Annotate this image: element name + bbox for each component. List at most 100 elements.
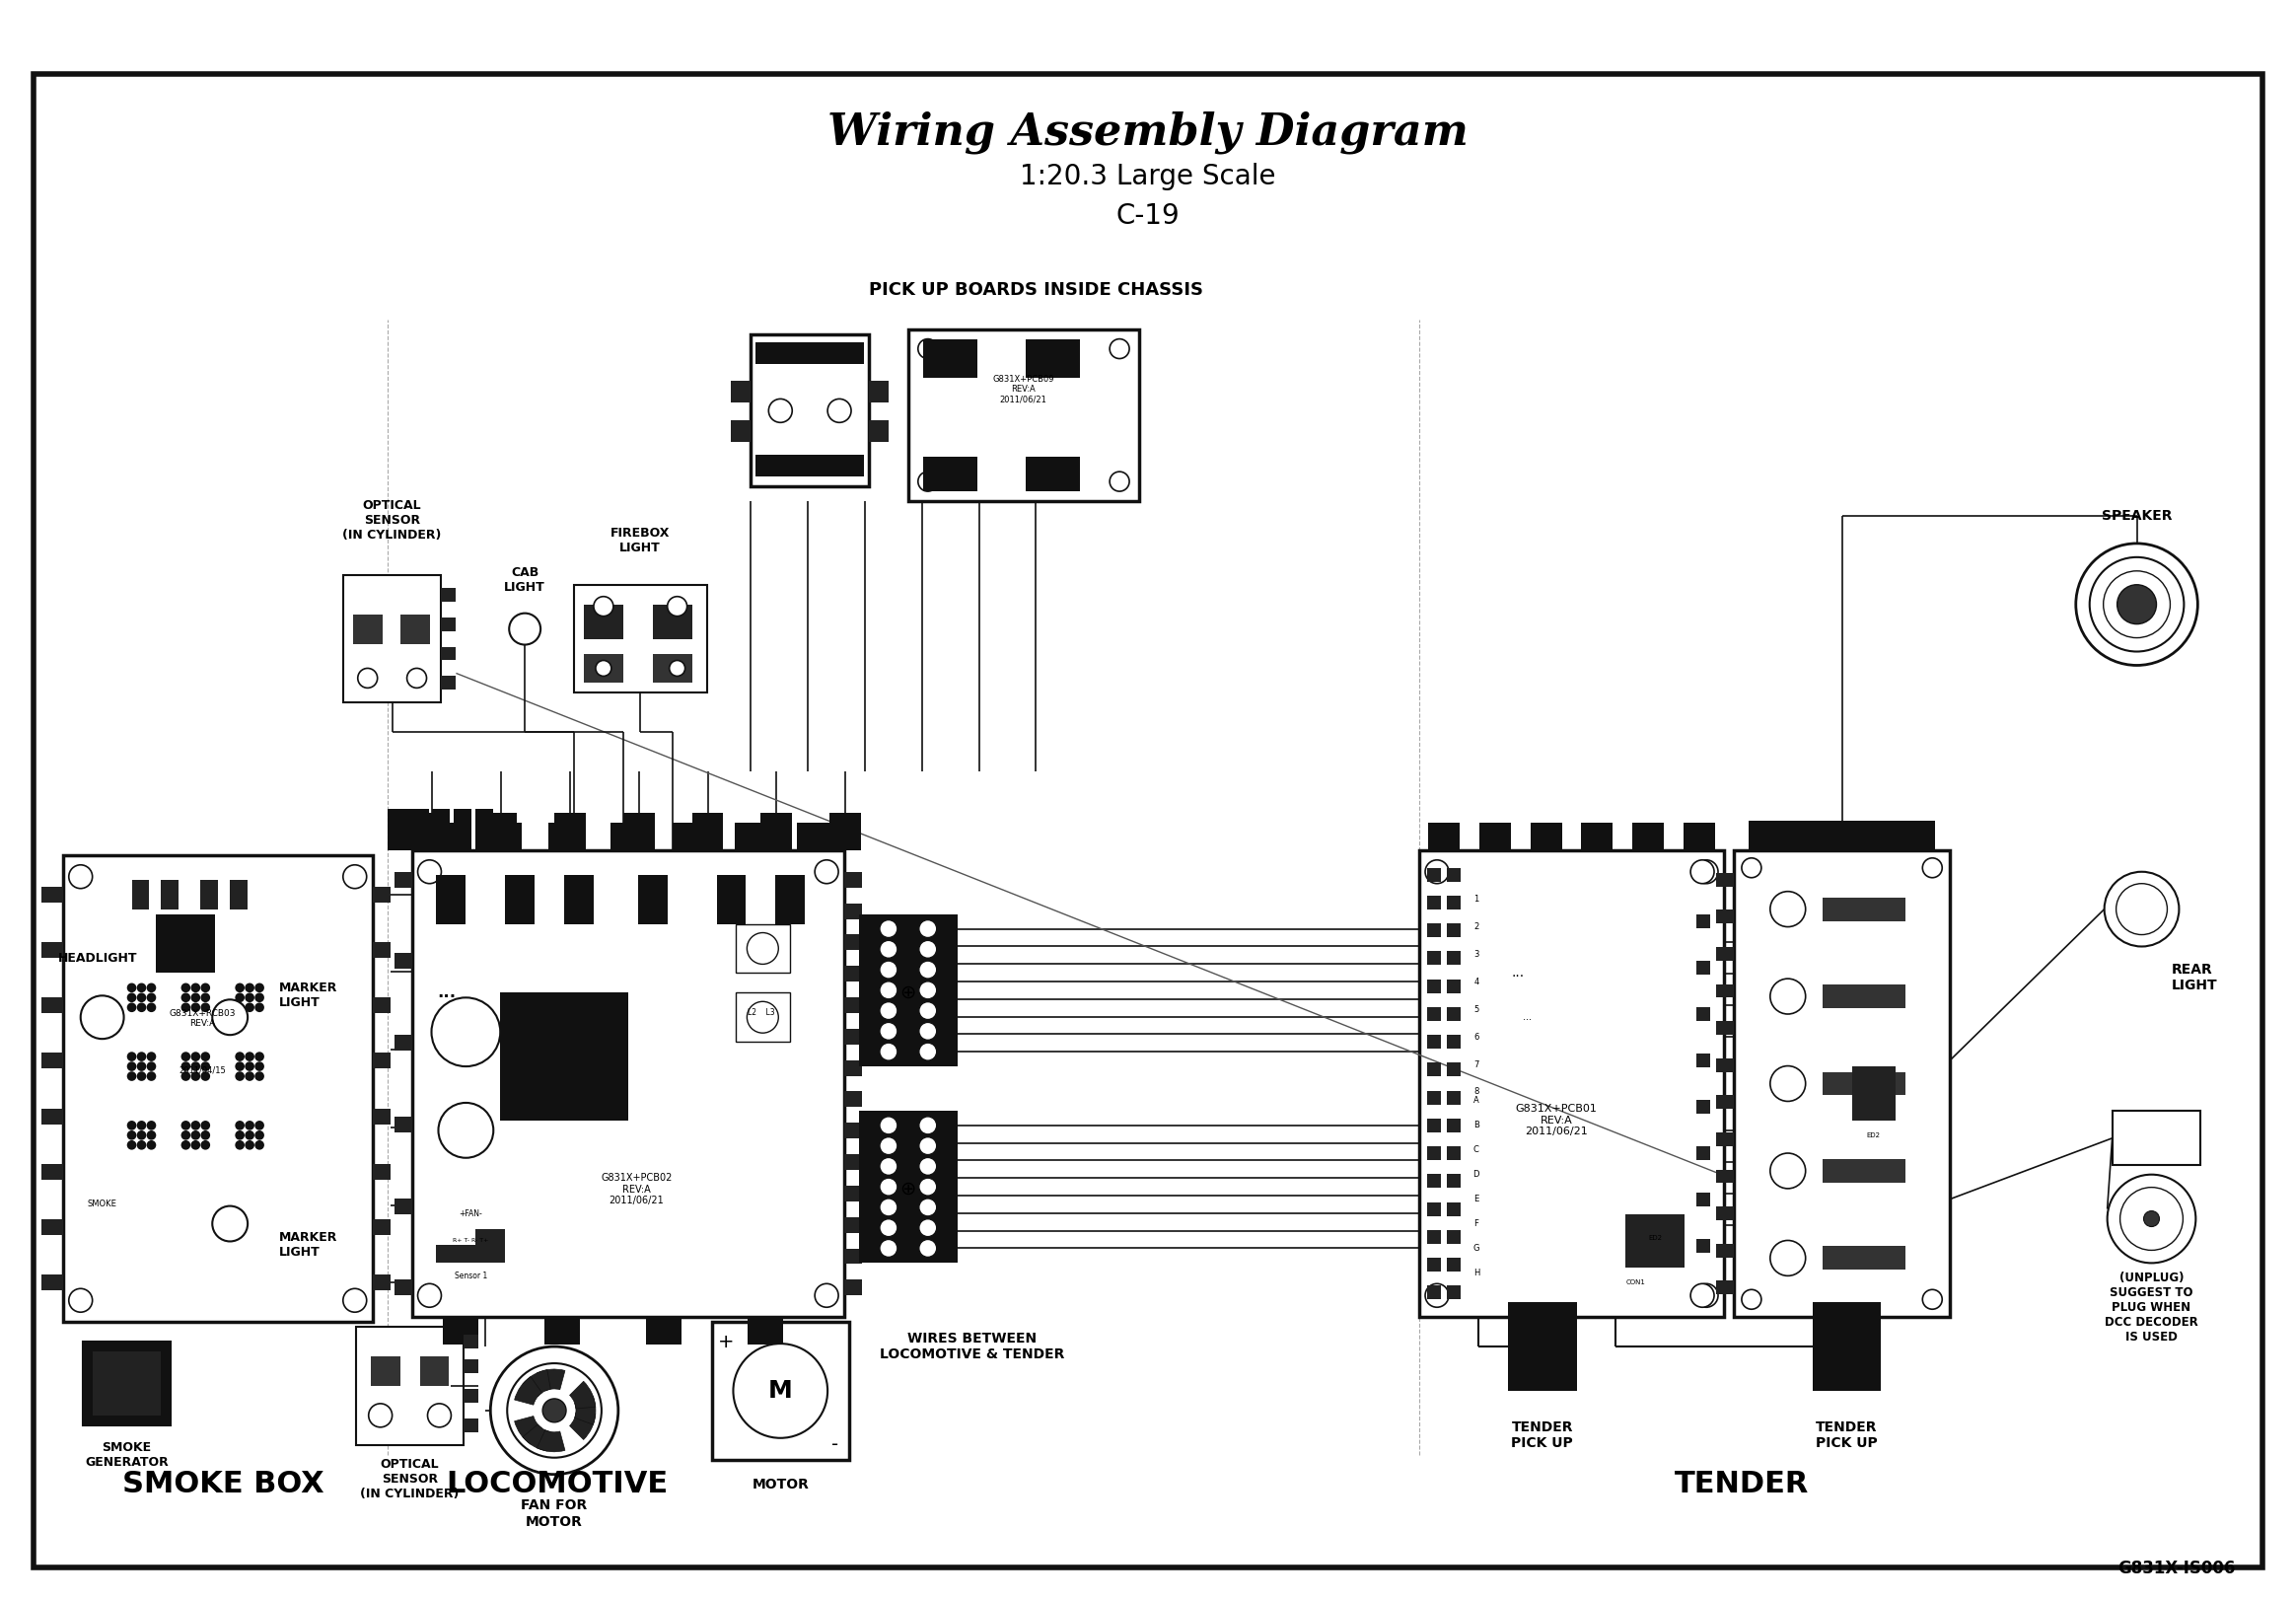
Text: 1: 1 [1474,894,1479,904]
Text: FIREBOX
LIGHT: FIREBOX LIGHT [611,526,670,554]
Bar [1428,1062,1442,1077]
Wedge shape [537,1430,565,1451]
Circle shape [1770,1154,1805,1189]
Circle shape [147,994,156,1002]
Text: L2    L3: L2 L3 [746,1008,774,1016]
Bar [83,1342,170,1426]
Bar [41,1219,62,1235]
Bar [549,822,583,850]
Circle shape [879,1117,898,1134]
Circle shape [80,995,124,1038]
Bar [395,1198,411,1214]
Circle shape [138,1003,145,1011]
Bar [712,1322,850,1459]
Circle shape [255,1131,264,1139]
Circle shape [147,1062,156,1070]
Bar [41,942,62,958]
Bar [131,880,149,909]
Circle shape [202,994,209,1002]
Circle shape [181,1003,191,1011]
Circle shape [181,1072,191,1080]
Bar [395,810,418,850]
Text: C-19: C-19 [1116,202,1180,230]
Wedge shape [514,1416,542,1445]
Text: HEADLIGHT: HEADLIGHT [57,952,138,965]
Circle shape [191,984,200,992]
Circle shape [129,1072,135,1080]
Circle shape [191,1072,200,1080]
Bar [1446,1006,1460,1021]
Circle shape [246,1131,253,1139]
Circle shape [2108,1174,2195,1262]
Bar [735,822,769,850]
Text: SPEAKER: SPEAKER [2101,509,2172,523]
Circle shape [255,1053,264,1061]
Bar [845,1248,861,1264]
Bar [1428,1174,1442,1187]
Bar [411,810,429,850]
Bar [776,875,806,923]
Bar [1823,898,1906,922]
Circle shape [1109,472,1130,491]
Bar [41,1275,62,1291]
Circle shape [138,1122,145,1130]
Bar [845,1154,861,1170]
Text: G831X+RCB03
REV:A: G831X+RCB03 REV:A [170,1010,236,1029]
Text: B: B [1474,1122,1479,1130]
Bar [1446,867,1460,882]
Circle shape [181,1062,191,1070]
Circle shape [138,1062,145,1070]
Bar [441,587,457,602]
Circle shape [1922,1290,1942,1309]
Bar [425,822,459,850]
Bar [845,1280,861,1296]
Bar [464,1334,478,1349]
Circle shape [236,994,243,1002]
Bar [1715,1021,1733,1035]
Circle shape [129,1131,135,1139]
Circle shape [129,1062,135,1070]
Circle shape [815,1283,838,1307]
Text: 8: 8 [1474,1088,1479,1096]
Circle shape [918,941,937,958]
Circle shape [918,1198,937,1216]
Circle shape [879,1240,898,1258]
Bar [92,1352,161,1416]
Bar [652,605,691,638]
Circle shape [181,1053,191,1061]
Circle shape [181,984,191,992]
Text: E: E [1474,1195,1479,1203]
Circle shape [595,597,613,616]
Text: LOCOMOTIVE: LOCOMOTIVE [445,1470,668,1499]
Bar [1419,850,1724,1317]
Bar [484,813,517,850]
Bar [583,653,622,683]
Bar [1446,1230,1460,1243]
Bar [845,1091,861,1107]
Bar [859,914,957,1067]
Bar [436,875,466,923]
Circle shape [246,1062,253,1070]
Bar [647,1317,682,1344]
Bar [730,421,751,442]
Bar [1697,914,1711,928]
Circle shape [918,1240,937,1258]
Circle shape [732,1344,827,1438]
Bar [1715,1243,1733,1258]
Bar [230,880,248,909]
Bar [544,1317,581,1344]
Text: 1:20.3 Large Scale: 1:20.3 Large Scale [1019,163,1277,190]
Circle shape [202,1122,209,1130]
Bar [574,584,707,693]
Bar [1715,1170,1733,1184]
Bar [487,822,521,850]
Circle shape [1694,1283,1717,1307]
Bar [372,1109,390,1125]
Circle shape [147,1131,156,1139]
Circle shape [147,1072,156,1080]
Bar [83,1342,170,1426]
Bar [1508,1302,1577,1390]
Circle shape [202,1053,209,1061]
Circle shape [827,398,852,422]
Bar [1446,1286,1460,1299]
